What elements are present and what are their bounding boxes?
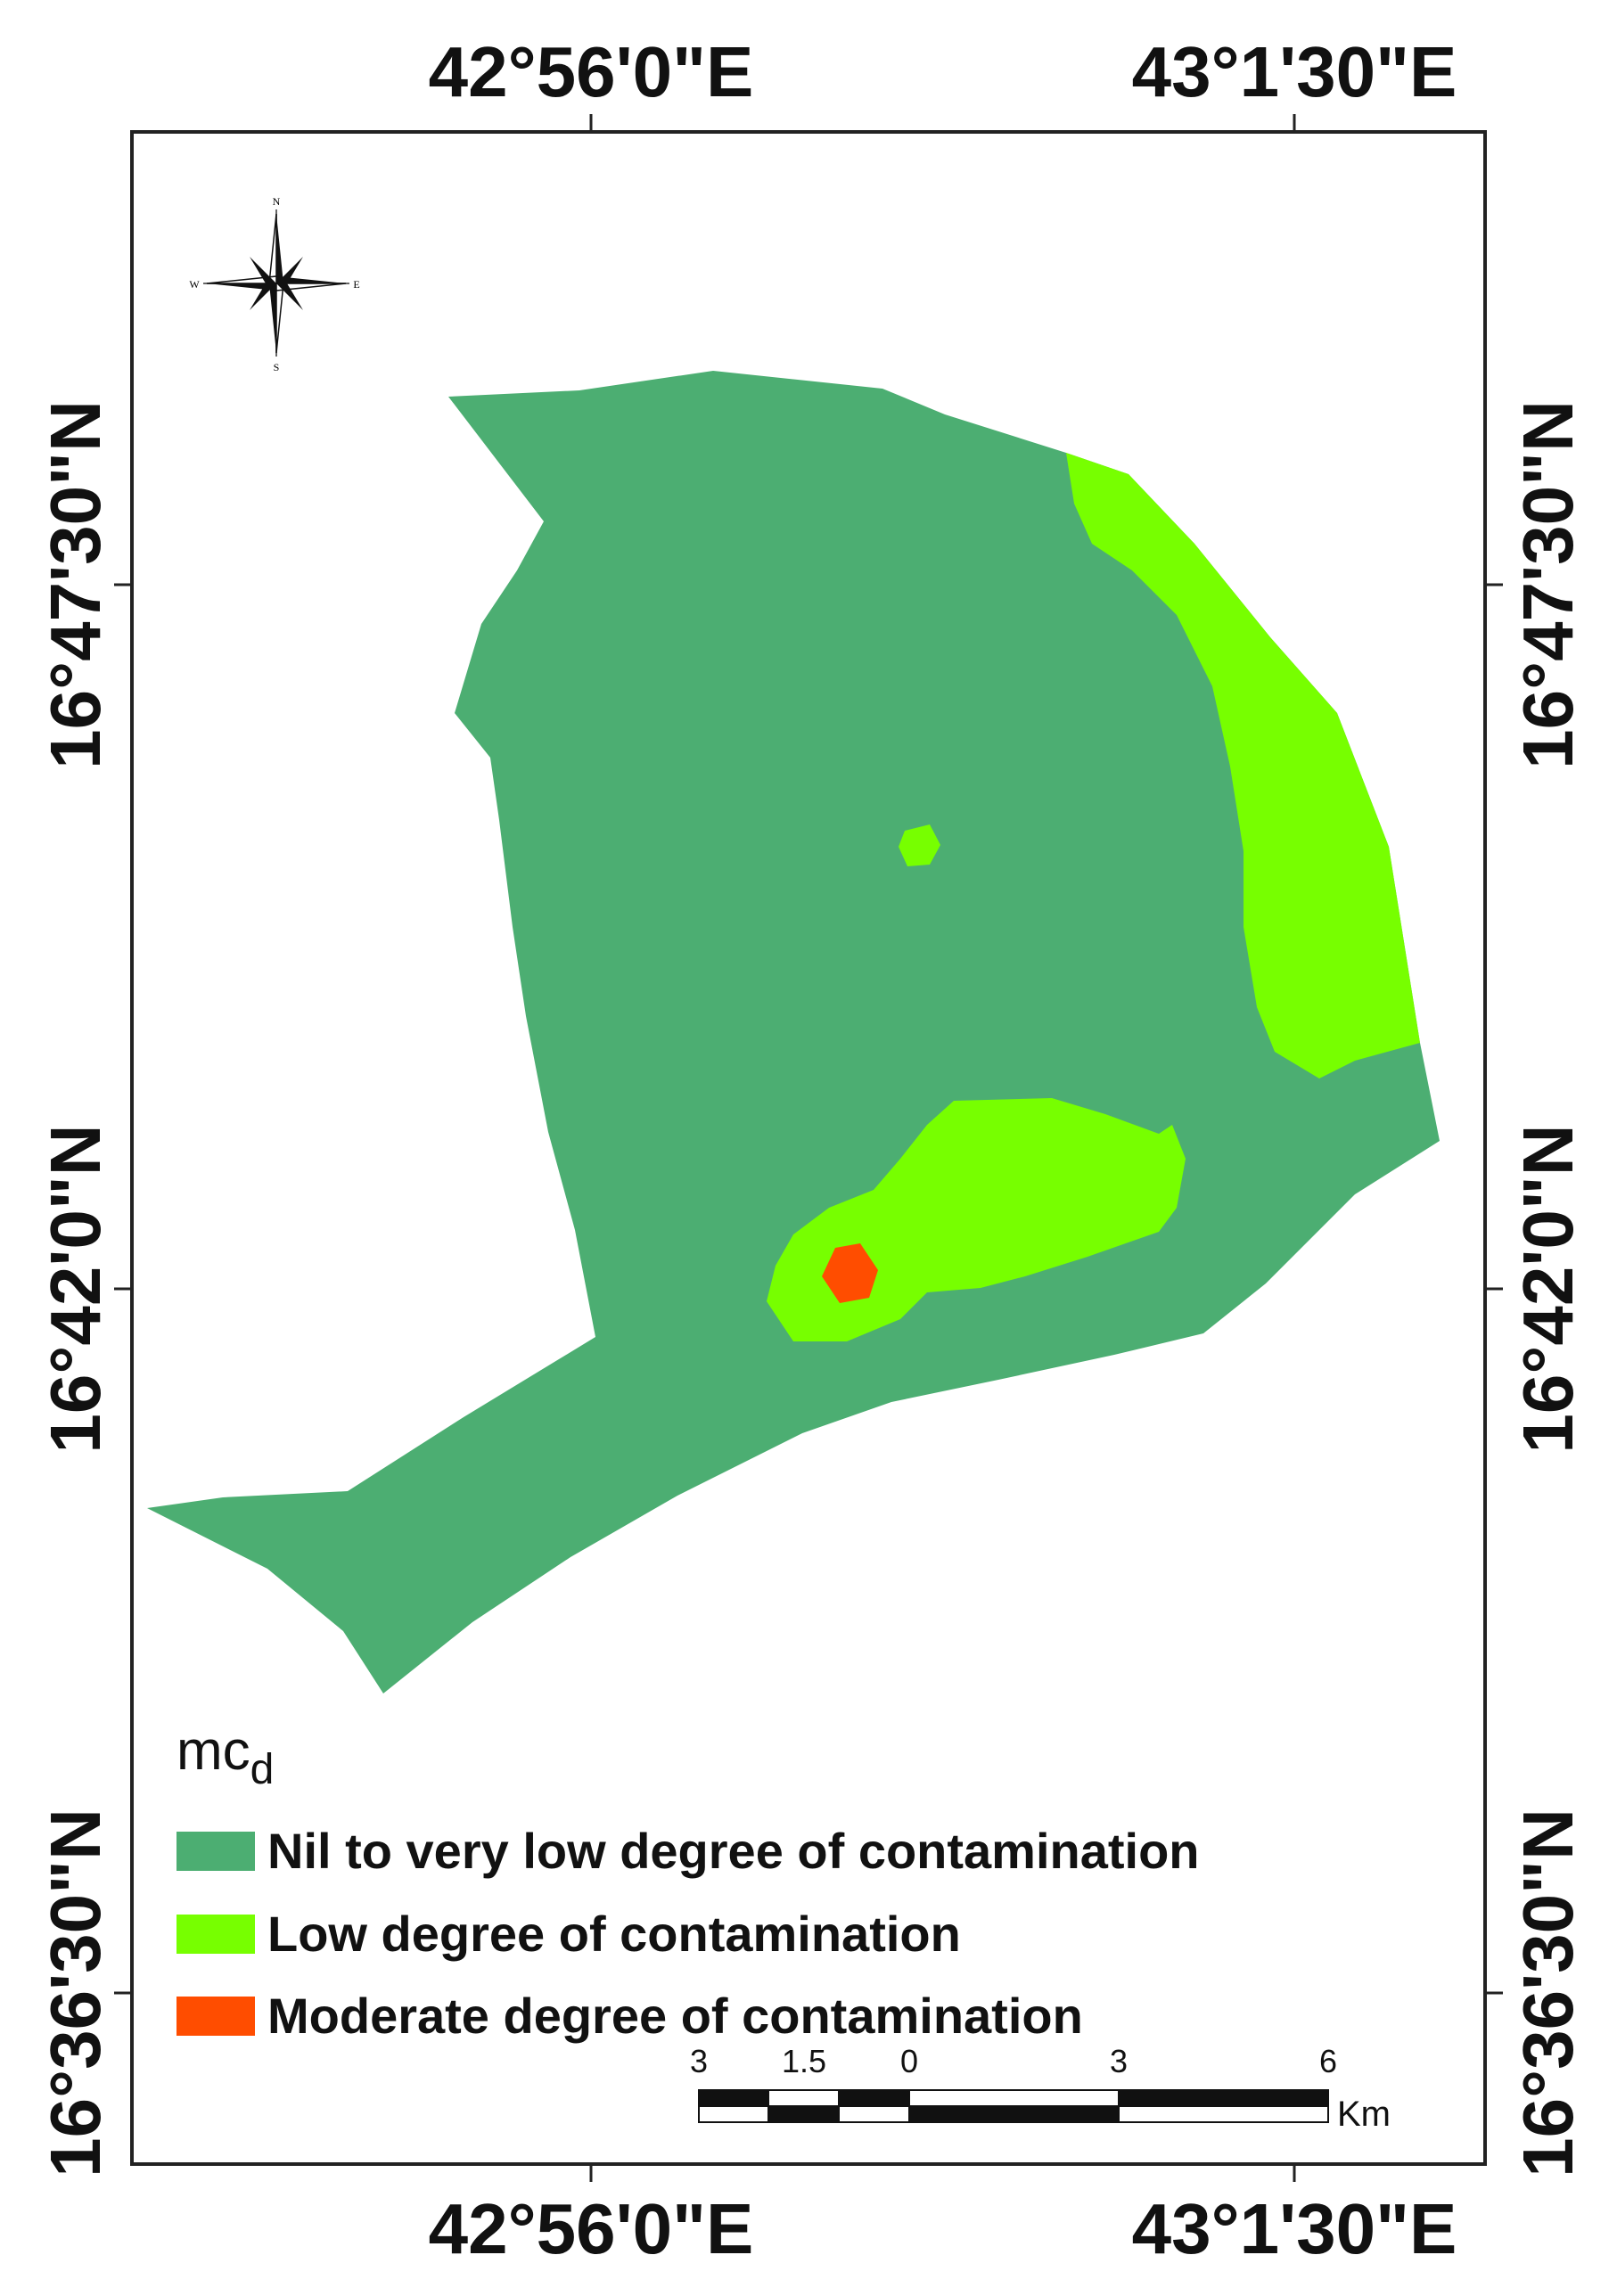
north-arrow: N S E W bbox=[189, 195, 359, 373]
lat-label-left-upper: 16°47'30"N bbox=[36, 400, 115, 769]
north-arrow-s-label: S bbox=[274, 361, 280, 373]
lat-label-left-lower: 16°36'30"N bbox=[36, 1808, 115, 2177]
scale-tick-label-0: 0 bbox=[900, 2043, 918, 2079]
lat-label-right-lower: 16°36'30"N bbox=[1508, 1808, 1588, 2177]
lon-label-top-left: 42°56'0"E bbox=[429, 32, 754, 111]
zone-nil-to-very-low bbox=[147, 371, 1440, 1693]
lon-label-bottom-right: 43°1'30"E bbox=[1132, 2189, 1457, 2268]
legend-label-low: Low degree of contamination bbox=[267, 1906, 961, 1962]
legend-title-main: mc bbox=[176, 1720, 250, 1782]
scale-tick-label-6: 6 bbox=[1319, 2043, 1337, 2079]
lon-label-bottom-left: 42°56'0"E bbox=[429, 2189, 754, 2268]
legend-title-sub: d bbox=[250, 1746, 275, 1793]
scale-tick-label-1-5: 1.5 bbox=[782, 2043, 826, 2079]
north-arrow-e-label: E bbox=[353, 278, 359, 291]
north-arrow-w-label: W bbox=[189, 278, 200, 291]
lat-label-right-middle: 16°42'0"N bbox=[1508, 1124, 1588, 1453]
legend-swatch-nil bbox=[176, 1832, 255, 1871]
legend-title: mcd bbox=[176, 1720, 274, 1793]
scale-tick-label-3: 3 bbox=[1110, 2043, 1128, 2079]
legend-label-moderate: Moderate degree of contamination bbox=[267, 1988, 1083, 2044]
north-arrow-n-label: N bbox=[273, 195, 281, 208]
lat-label-right-upper: 16°47'30"N bbox=[1508, 400, 1588, 769]
scale-bar: 3 1.5 0 3 6 Km bbox=[690, 2043, 1391, 2134]
zone-low-east bbox=[1066, 453, 1420, 1078]
lat-label-left-middle: 16°42'0"N bbox=[36, 1124, 115, 1453]
legend-label-nil: Nil to very low degree of contamination bbox=[267, 1823, 1200, 1879]
legend: mcd Nil to very low degree of contaminat… bbox=[176, 1720, 1200, 2044]
legend-swatch-low bbox=[176, 1915, 255, 1954]
scale-tick-label-left3: 3 bbox=[690, 2043, 708, 2079]
scale-unit-label: Km bbox=[1337, 2095, 1391, 2134]
legend-swatch-moderate bbox=[176, 1997, 255, 2036]
graticule-ticks bbox=[114, 114, 1503, 2182]
zone-low-patch bbox=[899, 824, 940, 866]
zone-moderate bbox=[822, 1243, 878, 1303]
lon-label-top-right: 43°1'30"E bbox=[1132, 32, 1457, 111]
